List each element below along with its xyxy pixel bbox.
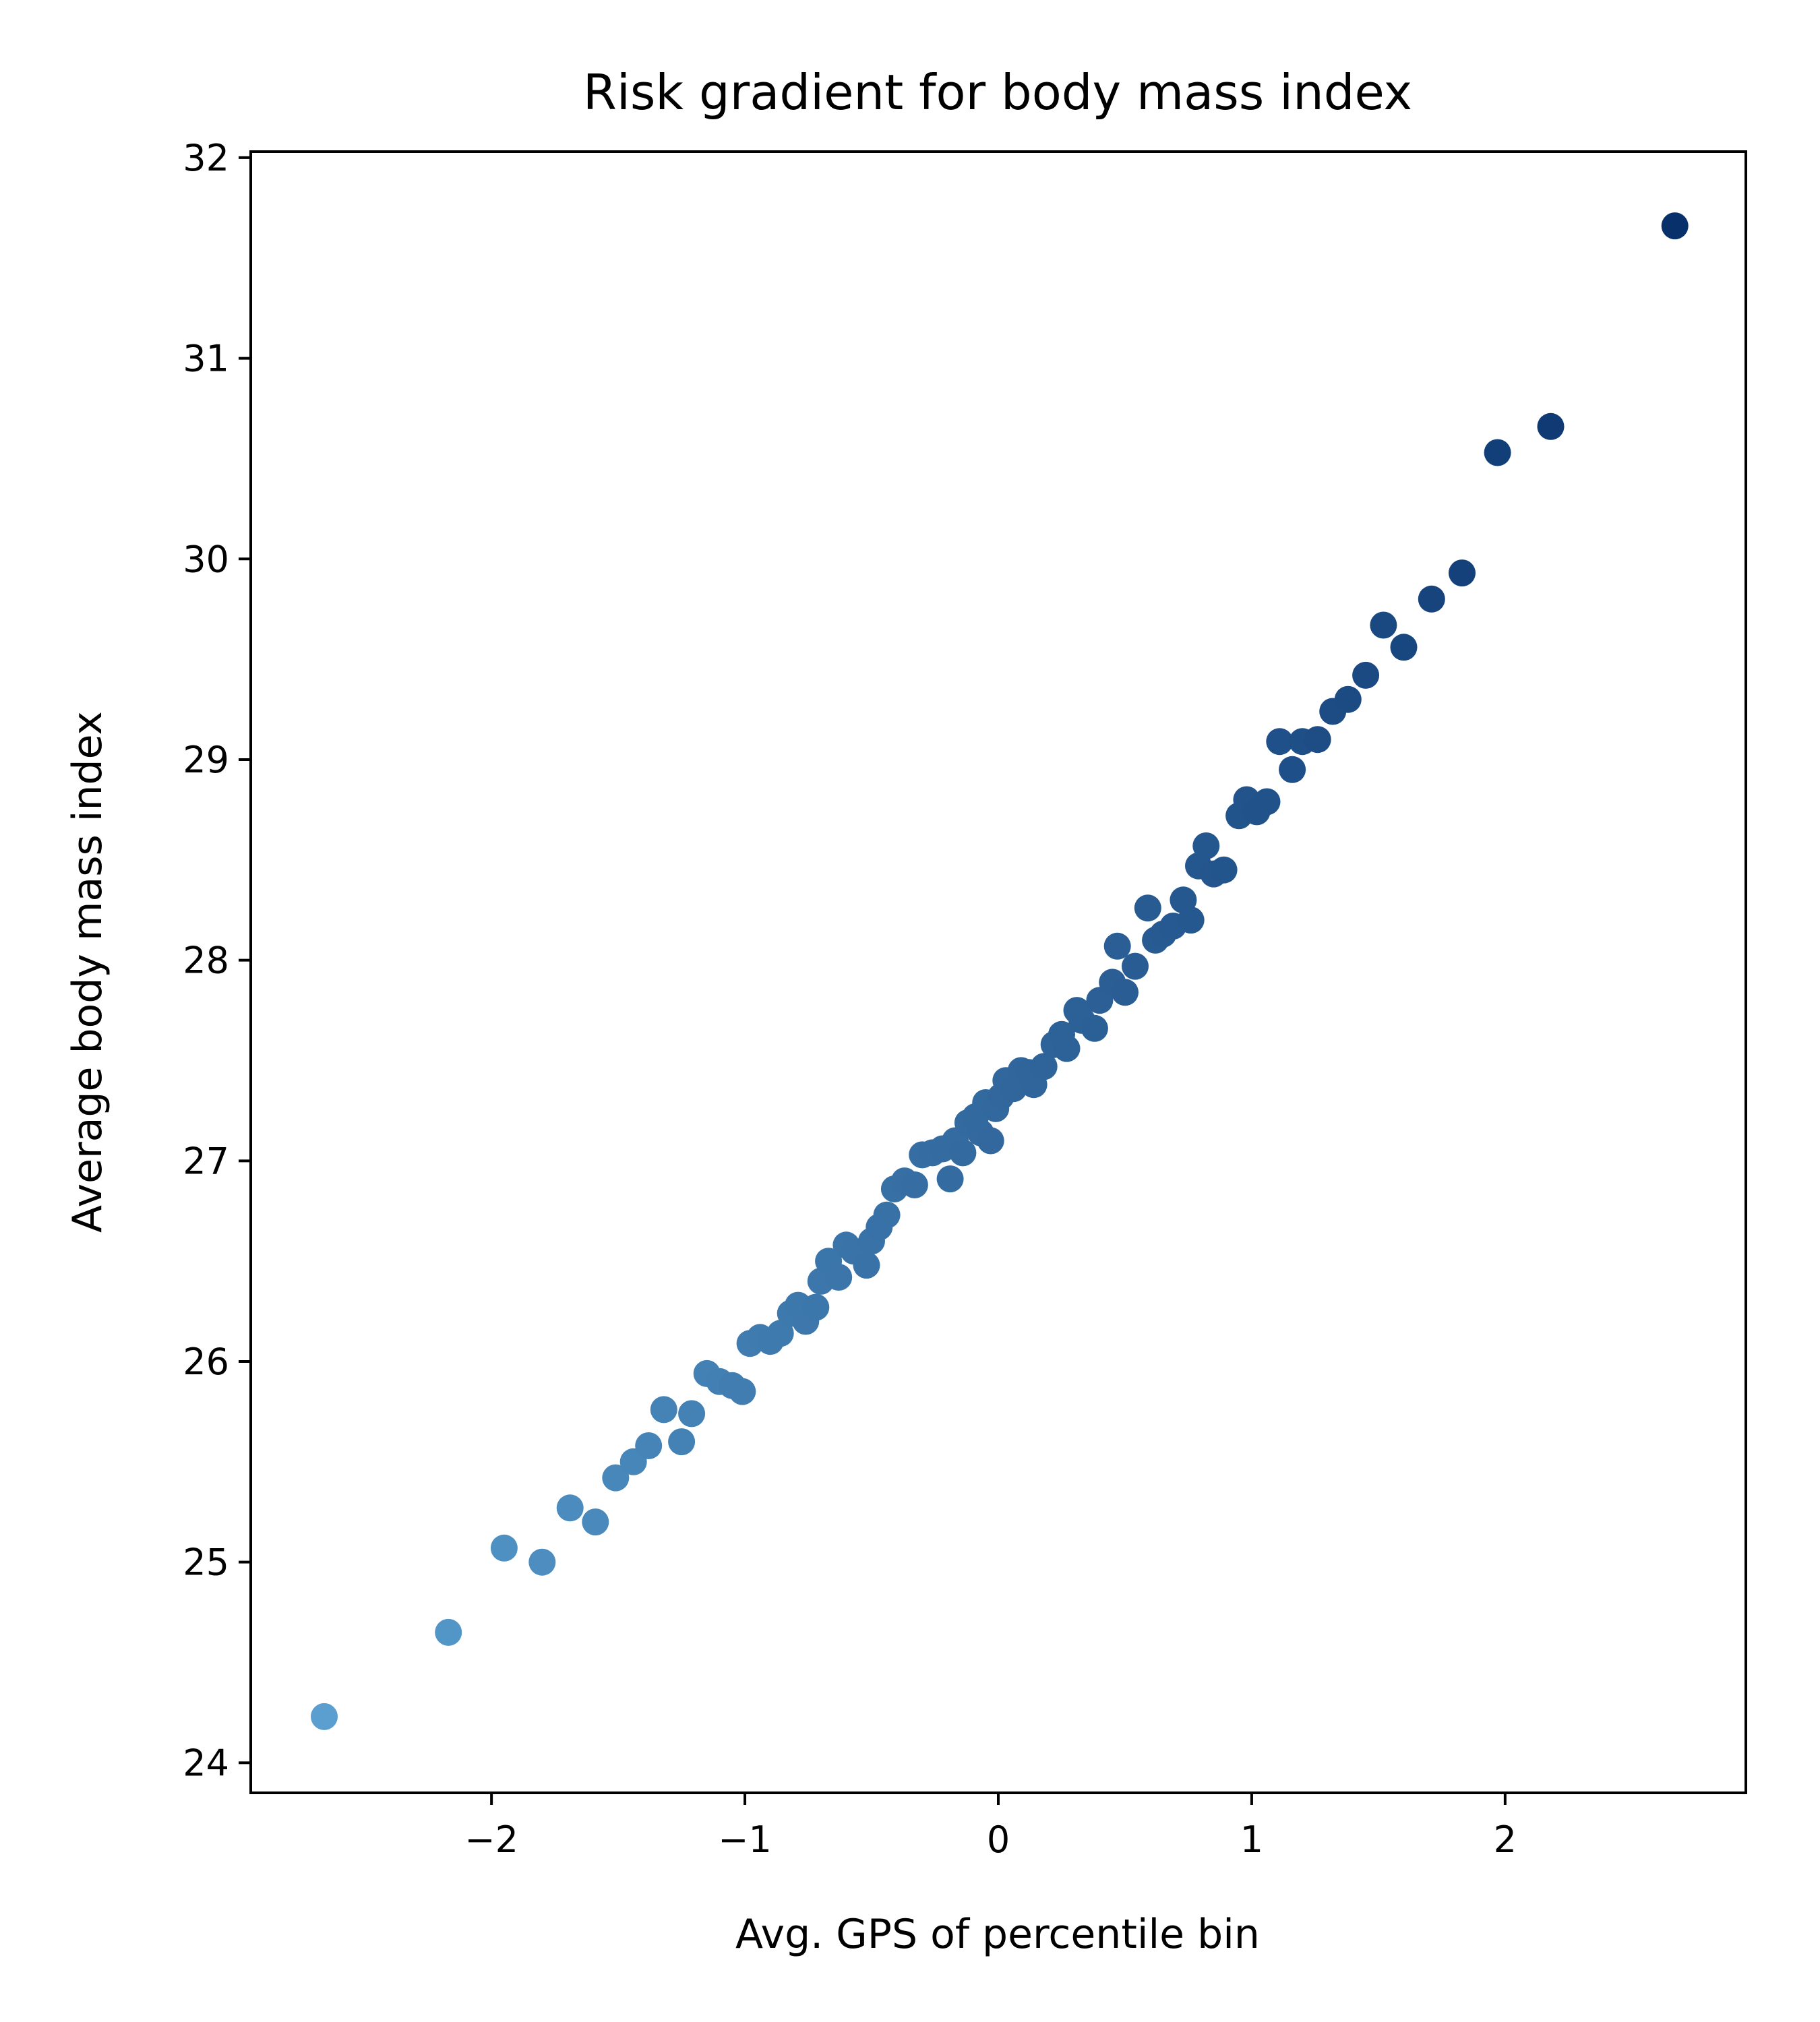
data-point bbox=[949, 1139, 977, 1167]
data-point bbox=[1537, 412, 1565, 440]
x-tick-label: 1 bbox=[1240, 1818, 1263, 1861]
y-tick-label: 31 bbox=[183, 338, 229, 380]
data-point bbox=[490, 1534, 518, 1562]
data-point bbox=[1334, 685, 1362, 713]
x-axis: −2 −1 0 1 2 bbox=[464, 1793, 1517, 1861]
y-tick-label: 25 bbox=[183, 1541, 229, 1584]
data-point bbox=[668, 1428, 696, 1456]
x-axis-label: Avg. GPS of percentile bin bbox=[735, 1911, 1260, 1958]
x-tick-label: 2 bbox=[1494, 1818, 1517, 1861]
data-point bbox=[1177, 907, 1205, 934]
y-tick-label: 30 bbox=[183, 538, 229, 580]
data-point bbox=[1418, 585, 1445, 613]
data-point bbox=[1103, 932, 1131, 960]
data-point bbox=[936, 1165, 964, 1193]
data-point bbox=[802, 1293, 830, 1321]
data-point bbox=[1279, 756, 1306, 783]
y-tick-label: 27 bbox=[183, 1140, 229, 1182]
chart-title: Risk gradient for body mass index bbox=[583, 64, 1412, 121]
y-tick-label: 32 bbox=[183, 137, 229, 179]
data-point bbox=[873, 1201, 901, 1229]
data-point bbox=[1210, 856, 1238, 884]
data-point bbox=[1112, 979, 1139, 1006]
y-axis-label: Average body mass index bbox=[64, 711, 111, 1233]
data-point bbox=[582, 1508, 609, 1536]
data-point bbox=[1081, 1014, 1108, 1042]
data-point bbox=[528, 1548, 556, 1576]
data-point bbox=[825, 1264, 853, 1291]
data-point bbox=[556, 1494, 584, 1522]
data-point bbox=[1661, 212, 1689, 240]
x-tick-label: 0 bbox=[987, 1818, 1010, 1861]
data-point bbox=[1484, 439, 1511, 466]
y-axis: 24 25 26 27 28 29 30 31 32 bbox=[183, 137, 251, 1784]
y-tick-label: 29 bbox=[183, 739, 229, 781]
data-point bbox=[1304, 726, 1331, 754]
x-tick-label: −1 bbox=[718, 1818, 772, 1861]
y-tick-label: 24 bbox=[183, 1742, 229, 1784]
data-point bbox=[1390, 634, 1418, 661]
data-point bbox=[1053, 1035, 1081, 1062]
data-point bbox=[977, 1127, 1004, 1155]
y-tick-label: 28 bbox=[183, 940, 229, 982]
data-point bbox=[1266, 728, 1294, 756]
data-point bbox=[650, 1396, 677, 1423]
data-point bbox=[853, 1252, 880, 1279]
x-tick-label: −2 bbox=[464, 1818, 518, 1861]
data-point bbox=[678, 1400, 706, 1428]
plot-frame bbox=[249, 150, 1747, 1794]
data-point bbox=[635, 1432, 663, 1459]
data-point bbox=[1122, 952, 1149, 980]
data-point bbox=[1449, 559, 1476, 587]
data-point bbox=[729, 1378, 756, 1405]
data-point bbox=[602, 1464, 630, 1492]
data-point bbox=[1192, 832, 1220, 859]
data-point bbox=[1134, 894, 1161, 922]
data-point bbox=[311, 1703, 338, 1730]
data-point bbox=[766, 1320, 794, 1347]
data-point bbox=[1030, 1053, 1058, 1080]
points-layer bbox=[311, 212, 1689, 1730]
y-tick-label: 26 bbox=[183, 1341, 229, 1383]
data-point bbox=[901, 1171, 928, 1198]
data-point bbox=[435, 1618, 462, 1646]
data-point bbox=[1253, 788, 1281, 816]
data-point bbox=[1370, 611, 1397, 639]
data-point bbox=[1352, 661, 1380, 689]
